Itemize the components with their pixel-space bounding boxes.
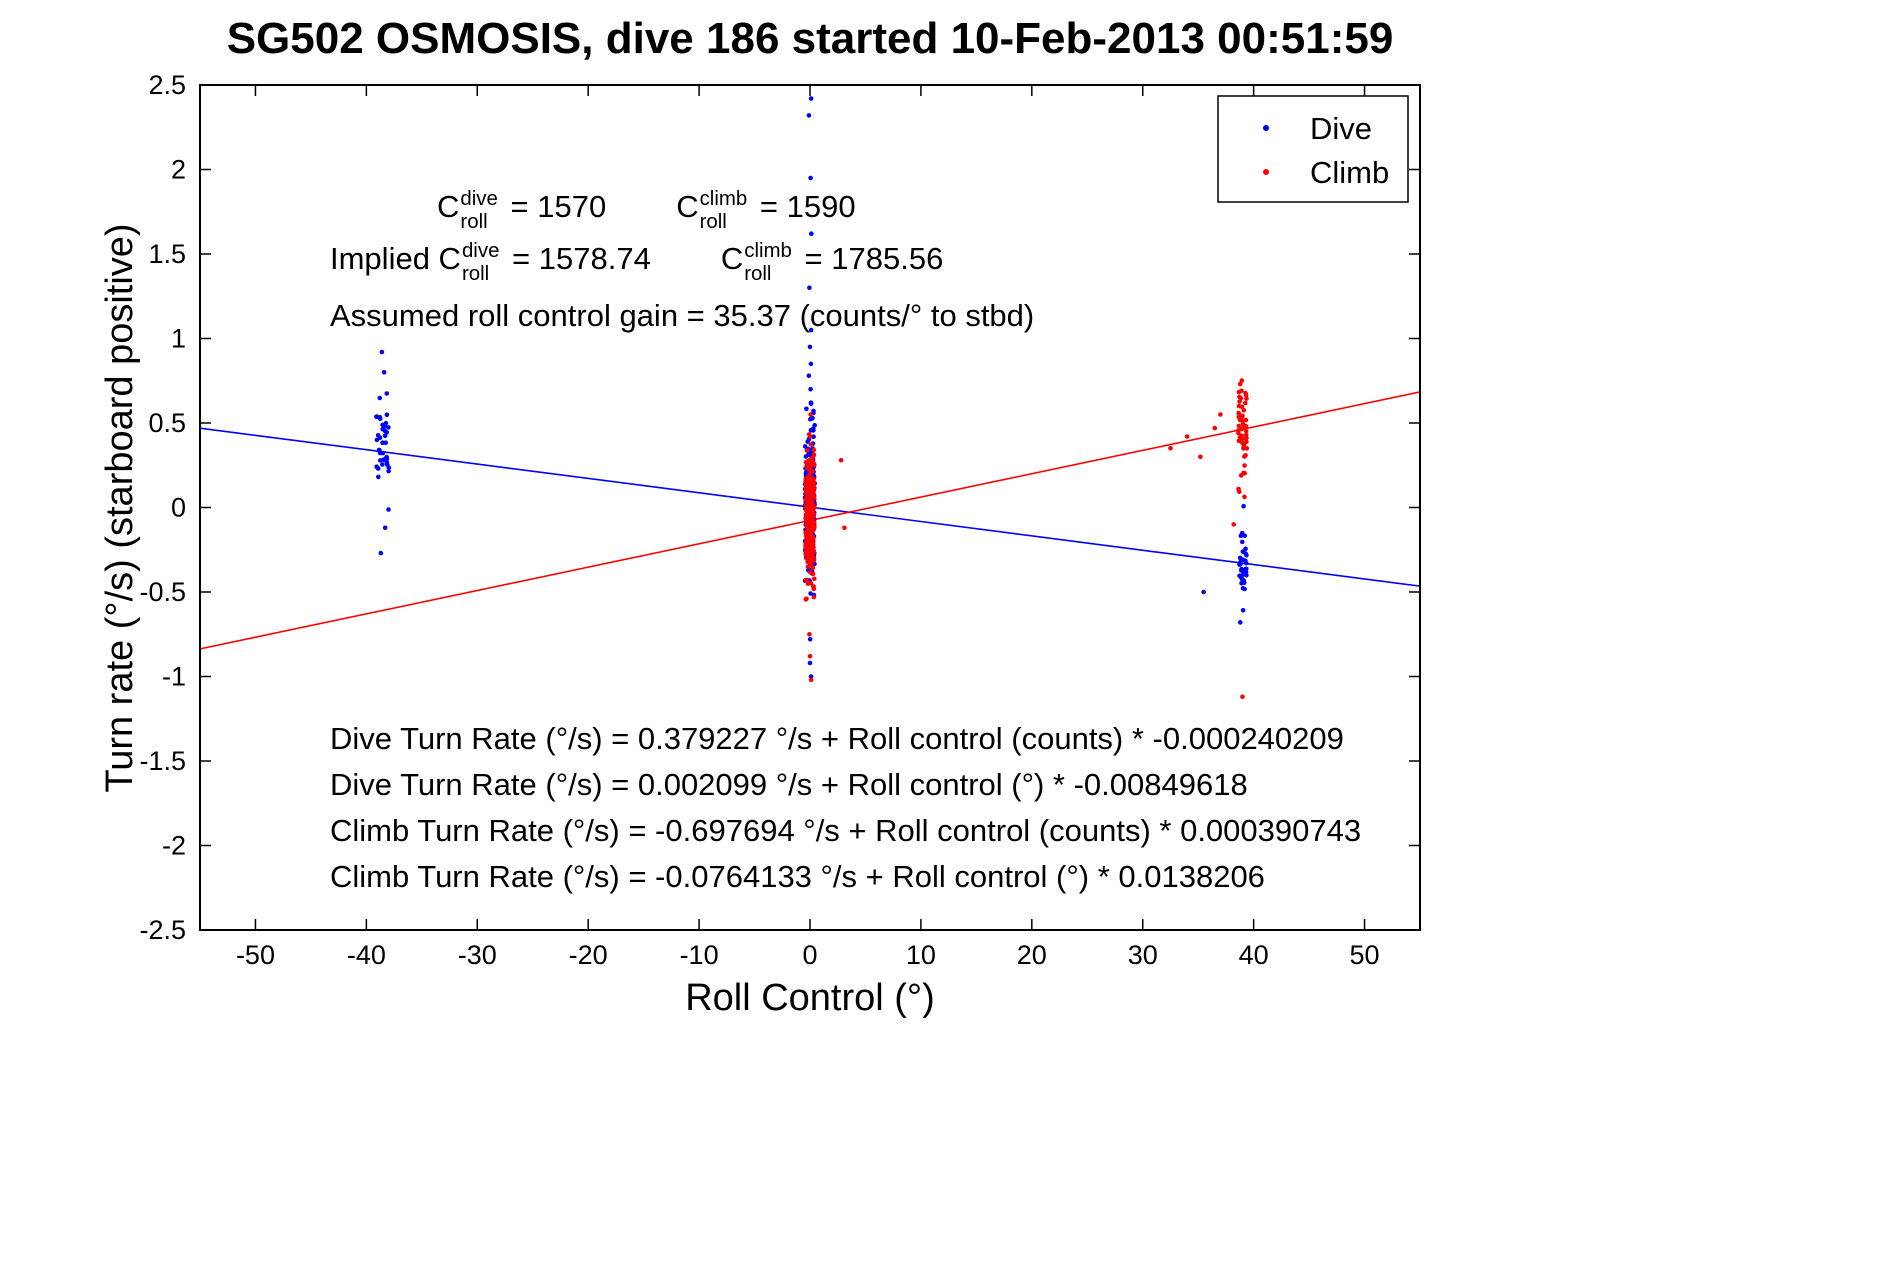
points-climb [803,378,1250,700]
y-tick-label: -2 [162,831,186,861]
subscript: roll [699,210,727,234]
subscript: roll [461,262,490,286]
legend: Dive Climb [1217,95,1409,203]
y-axis-label: Turn rate (°/s) (starboard positive) [99,223,141,792]
annotation-fit-climb-degrees: Climb Turn Rate (°/s) = -0.0764133 °/s +… [330,859,1265,894]
y-tick-label: 2 [171,155,186,185]
x-tick-label: 10 [906,940,936,970]
x-tick-label: -30 [458,940,497,970]
superscript: climb [744,238,792,262]
legend-label-dive: Dive [1310,111,1372,146]
implied-climb-value: = 1785.56 [795,241,944,276]
x-tick-label: -20 [569,940,608,970]
c-roll-dive-value: = 1570 [501,189,607,224]
x-tick-label: 40 [1239,940,1269,970]
annotation-fit-dive-degrees: Dive Turn Rate (°/s) = 0.002099 °/s + Ro… [330,767,1248,802]
y-tick-label: 0.5 [148,408,186,438]
y-tick-label: 1 [171,324,186,354]
y-tick-label: 1.5 [148,239,186,269]
legend-marker-dive [1263,125,1269,131]
implied-climb-scripts: climb roll [744,239,792,286]
subscript: roll [460,210,488,234]
y-tick-label: -0.5 [139,577,186,607]
y-tick-label: -1.5 [139,746,186,776]
x-tick-label: 50 [1350,940,1380,970]
y-tick-label: -1 [162,662,186,692]
legend-label-climb: Climb [1310,155,1389,190]
annotation-fit-dive-counts: Dive Turn Rate (°/s) = 0.379227 °/s + Ro… [330,721,1344,756]
x-tick-label: -50 [236,940,275,970]
axes-box [199,84,1421,931]
c-roll-dive-scripts: dive roll [460,187,498,234]
legend-box [1217,95,1409,203]
y-tick-label: 2.5 [148,70,186,100]
subscript: roll [744,262,772,286]
c-roll-climb-value: = 1590 [751,189,856,224]
x-tick-label: 0 [802,940,817,970]
points-dive [374,96,1249,679]
implied-prefix: Implied [330,241,439,276]
x-tick-label: -40 [347,940,386,970]
implied-dive-value: = 1578.74 [503,241,651,276]
annotation-roll-gain: Assumed roll control gain = 35.37 (count… [330,298,1035,333]
tick-labels: -50 -40 -30 -20 -10 0 10 20 30 40 50-2.5-2-1.5-1-0… [139,70,1379,970]
annotation-fit-climb-counts: Climb Turn Rate (°/s) = -0.697694 °/s + … [330,813,1362,848]
superscript: dive [461,238,500,262]
x-axis-label: Roll Control (°) [685,977,935,1019]
x-tick-label: 30 [1128,940,1158,970]
superscript: climb [699,186,748,210]
c-roll-climb-scripts: climb roll [700,187,748,234]
implied-dive-scripts: dive roll [462,239,500,286]
x-tick-label: -10 [680,940,719,970]
x-tick-label: 20 [1017,940,1047,970]
y-tick-label: -2.5 [139,915,186,945]
chart-title: SG502 OSMOSIS, dive 186 started 10-Feb-2… [226,14,1394,63]
legend-marker-climb [1263,169,1269,175]
superscript: dive [460,186,498,210]
y-tick-label: 0 [171,493,186,523]
